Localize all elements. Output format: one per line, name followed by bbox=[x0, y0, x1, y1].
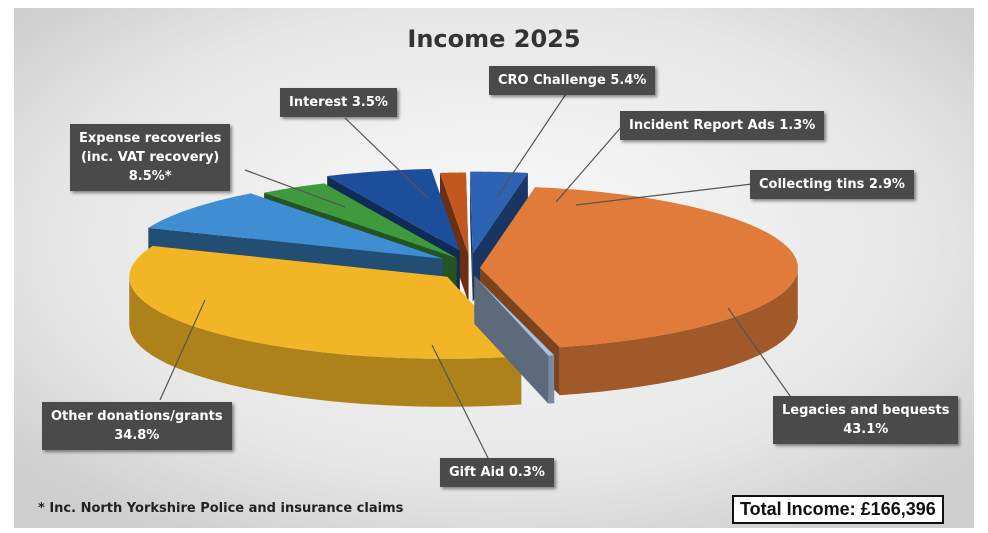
label-gift-aid-text: Gift Aid 0.3% bbox=[449, 465, 545, 480]
pie-slice-top-collecting-tins bbox=[470, 171, 528, 254]
leader-line-cro bbox=[496, 84, 573, 198]
pie-slice-wall-collecting-tins-0 bbox=[470, 171, 473, 302]
label-other-name: Other donations/grants bbox=[51, 409, 223, 424]
label-expense-line2: (inc. VAT recovery) bbox=[80, 150, 220, 165]
pie-slice-side-other-donations-grants bbox=[129, 276, 522, 407]
label-other: Other donations/grants 34.8% bbox=[42, 402, 232, 450]
leader-line-incident bbox=[555, 124, 624, 203]
leader-line-interest bbox=[344, 117, 429, 199]
pie-slice-top-cro-challenge bbox=[327, 168, 460, 251]
pie-slice-wall-gift-aid-1 bbox=[474, 275, 549, 404]
label-legacies-name: Legacies and bequests bbox=[782, 403, 950, 418]
pie-slice-top-interest bbox=[264, 183, 457, 258]
label-expense-value: 8.5%* bbox=[128, 169, 172, 184]
chart-title: Income 2025 bbox=[407, 25, 581, 53]
label-legacies: Legacies and bequests 43.1% bbox=[773, 396, 959, 444]
pie-slice-top-gift-aid bbox=[474, 275, 555, 356]
pie-slice-top-expense-recoveries-inc-vat-recovery bbox=[148, 193, 443, 259]
leader-line-tins bbox=[575, 183, 753, 206]
label-cro-text: CRO Challenge 5.4% bbox=[498, 73, 647, 88]
label-expense-line1: Expense recoveries bbox=[79, 131, 222, 146]
leader-line-legacies bbox=[727, 307, 801, 411]
label-legacies-value: 43.1% bbox=[843, 422, 889, 437]
label-other-value: 34.8% bbox=[114, 428, 160, 443]
label-expense: Expense recoveries (inc. VAT recovery) 8… bbox=[70, 124, 231, 191]
label-interest-text: Interest 3.5% bbox=[289, 95, 388, 110]
pie-slice-side-legacies-and-bequests bbox=[559, 264, 798, 396]
pie-slice-top-legacies-and-bequests bbox=[479, 187, 798, 348]
leader-line-gift-aid bbox=[431, 344, 491, 463]
pie-slice-side-gift-aid bbox=[548, 355, 555, 404]
label-tins: Collecting tins 2.9% bbox=[750, 170, 914, 199]
pie-slice-top-other-donations-grants bbox=[129, 245, 522, 359]
pie-slice-top-incident-report-ads bbox=[439, 172, 469, 255]
footnote: * Inc. North Yorkshire Police and insura… bbox=[38, 501, 404, 516]
total-income-box: Total Income: £166,396 bbox=[732, 495, 944, 524]
label-tins-text: Collecting tins 2.9% bbox=[759, 177, 905, 192]
pie-slice-gift-aid bbox=[474, 275, 555, 404]
pie-slice-other-donations-grants bbox=[129, 245, 522, 407]
leader-line-other bbox=[159, 299, 206, 401]
label-incident-text: Incident Report Ads 1.3% bbox=[629, 118, 816, 133]
label-gift-aid: Gift Aid 0.3% bbox=[440, 458, 554, 487]
label-incident: Incident Report Ads 1.3% bbox=[620, 111, 825, 140]
label-interest: Interest 3.5% bbox=[280, 88, 397, 117]
leader-line-expense bbox=[244, 169, 346, 208]
label-cro: CRO Challenge 5.4% bbox=[489, 66, 656, 95]
